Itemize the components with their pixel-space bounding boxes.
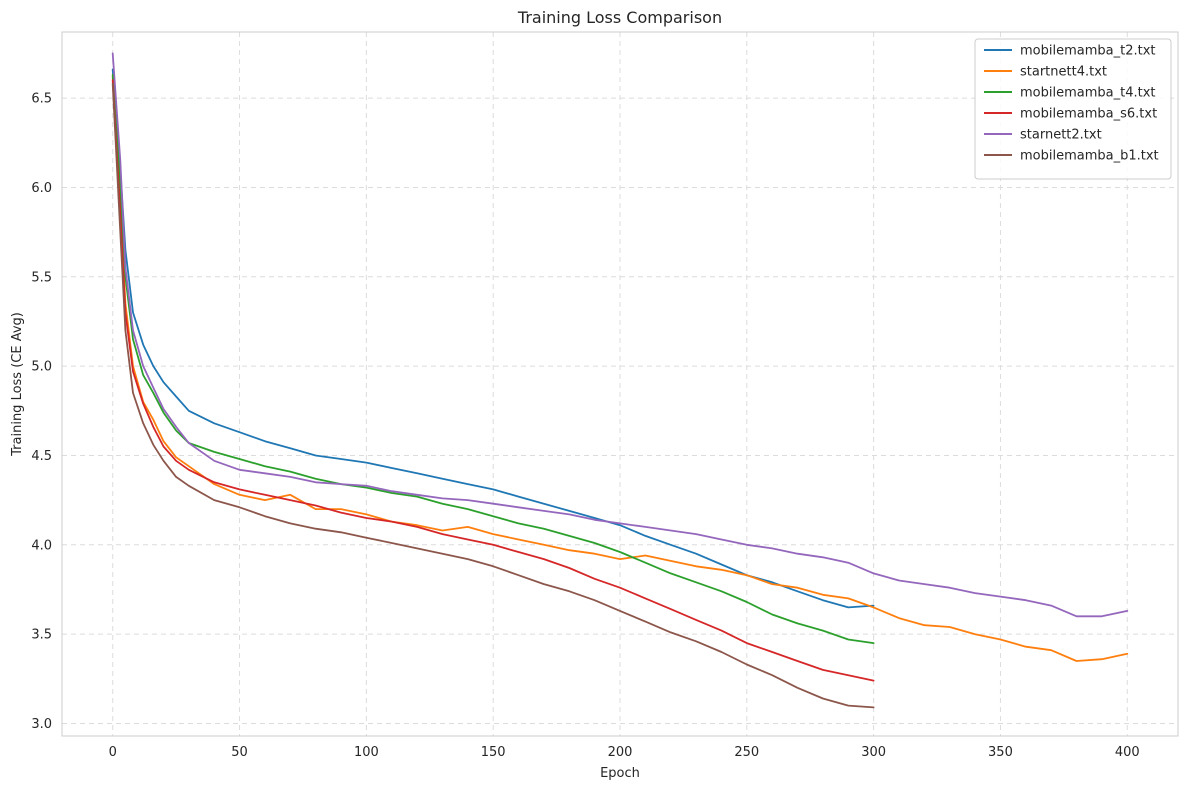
series-line-3 (111, 79, 875, 682)
y-tick-label: 6.0 (31, 181, 52, 196)
tick-layer: 0 50 100 150 200 250 300 350 400 3.0 3.5 4.0 4.5 5.0 5… (31, 92, 1139, 760)
legend-box (974, 38, 1172, 180)
y-axis-label: Training Loss (CE Avg) (10, 312, 25, 457)
series-line-5 (111, 82, 875, 709)
x-tick-label: 300 (861, 745, 886, 760)
y-tick-label: 5.0 (31, 360, 52, 375)
x-tick-label: 250 (734, 745, 759, 760)
x-tick-label: 400 (1115, 745, 1140, 760)
y-tick-label: 4.0 (31, 538, 52, 553)
y-tick-label: 6.5 (31, 92, 52, 107)
legend-label-0: mobilemamba_t2.txt (1020, 44, 1156, 59)
legend-label-3: mobilemamba_s6.txt (1020, 107, 1157, 122)
series-line-0 (111, 68, 875, 609)
legend-label-1: startnett4.txt (1020, 65, 1107, 80)
series-line-2 (111, 74, 875, 644)
legend-label-2: mobilemamba_t4.txt (1020, 86, 1156, 101)
series-layer (111, 52, 1129, 709)
x-tick-label: 200 (608, 745, 633, 760)
y-tick-label: 5.5 (31, 270, 52, 285)
x-tick-label: 0 (109, 745, 117, 760)
legend-label-4: starnett2.txt (1020, 128, 1102, 143)
plot-frame (61, 31, 1179, 737)
y-tick-label: 4.5 (31, 449, 52, 464)
legend-label-5: mobilemamba_b1.txt (1020, 149, 1159, 164)
series-line-4 (111, 52, 1129, 618)
chart-title: Training Loss Comparison (517, 8, 722, 27)
series-line-1 (111, 75, 1129, 662)
x-tick-label: 150 (481, 745, 506, 760)
y-tick-label: 3.0 (31, 717, 52, 732)
x-tick-label: 50 (231, 745, 248, 760)
y-tick-label: 3.5 (31, 628, 52, 643)
x-tick-label: 350 (988, 745, 1013, 760)
x-axis-label: Epoch (600, 766, 640, 781)
x-tick-label: 100 (354, 745, 379, 760)
legend: mobilemamba_t2.txt startnett4.txt mobilema… (974, 38, 1172, 180)
